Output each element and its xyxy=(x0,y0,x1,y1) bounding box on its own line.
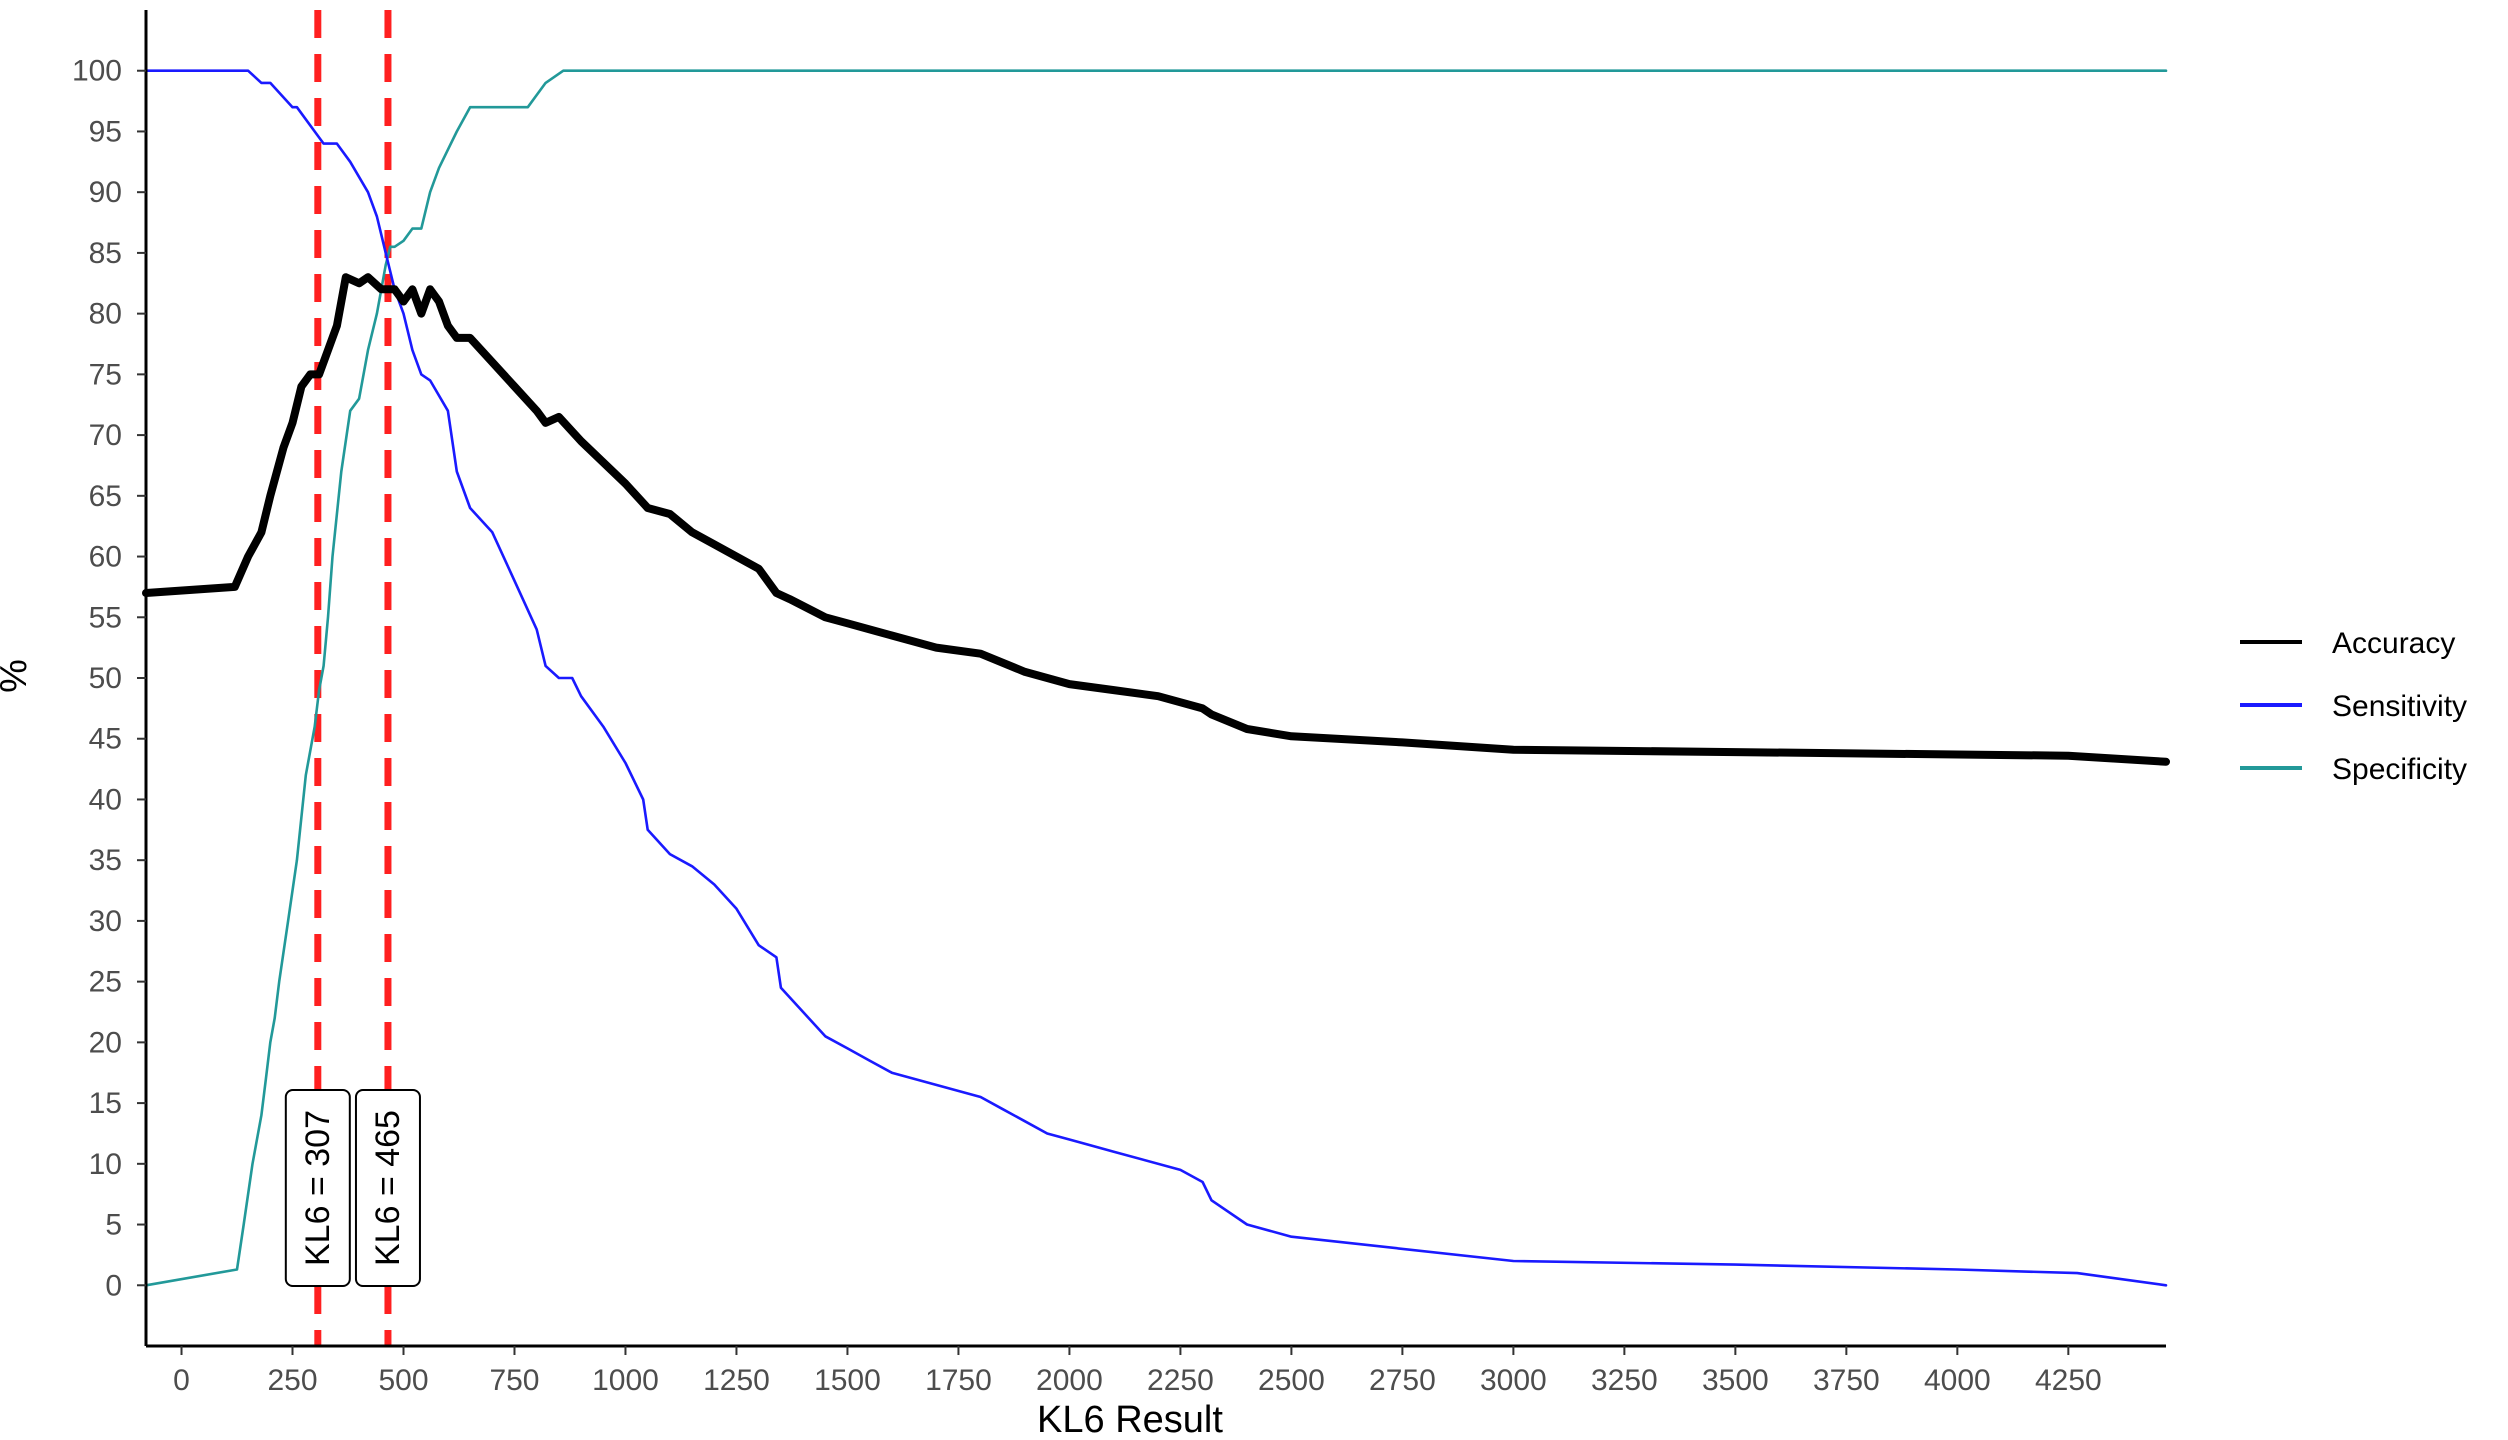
legend: Accuracy Sensitivity Specificity xyxy=(2240,627,2467,786)
y-tick-label: 5 xyxy=(105,1209,122,1242)
y-tick-label: 90 xyxy=(89,176,122,209)
x-axis-title: KL6 Result xyxy=(1037,1399,1223,1440)
legend-label-specificity: Specificity xyxy=(2332,753,2467,786)
x-tick-label: 3250 xyxy=(1591,1364,1658,1397)
y-tick-label: 0 xyxy=(105,1269,122,1302)
y-tick-label: 25 xyxy=(89,966,122,999)
y-tick-label: 65 xyxy=(89,480,122,513)
y-tick-label: 75 xyxy=(89,358,122,391)
y-tick-label: 70 xyxy=(89,419,122,452)
x-tick-label: 3000 xyxy=(1480,1364,1547,1397)
x-tick-label: 1000 xyxy=(592,1364,659,1397)
x-tick-label: 750 xyxy=(489,1364,539,1397)
y-tick-label: 10 xyxy=(89,1148,122,1181)
y-tick-label: 20 xyxy=(89,1026,122,1059)
y-tick-label: 30 xyxy=(89,905,122,938)
series-line-sensitivity xyxy=(144,69,2168,1287)
cutoff-annotations: KL6 = 307 KL6 = 465 xyxy=(284,1089,421,1287)
x-tick-label: 3750 xyxy=(1813,1364,1880,1397)
y-tick-label: 50 xyxy=(89,662,122,695)
cutoff-label-box xyxy=(284,1089,351,1287)
tick-labels: 0 5 10 15 20 25 30 35 40 45 50 55 60 65 70 75 80 85 90 95 10… xyxy=(72,55,2102,1397)
legend-label-accuracy: Accuracy xyxy=(2332,627,2455,660)
x-tick-label: 250 xyxy=(267,1364,317,1397)
x-tick-label: 2750 xyxy=(1369,1364,1436,1397)
y-tick-label: 15 xyxy=(89,1087,122,1120)
series-line-accuracy xyxy=(142,273,2170,766)
axes xyxy=(137,10,2166,1355)
y-tick-label: 95 xyxy=(89,115,122,148)
cutoff-label-1: KL6 = 307 xyxy=(284,1089,351,1287)
x-tick-label: 1500 xyxy=(814,1364,881,1397)
legend-label-sensitivity: Sensitivity xyxy=(2332,690,2467,723)
y-tick-label: 35 xyxy=(89,844,122,877)
x-tick-label: 1750 xyxy=(925,1364,992,1397)
series-line-specificity xyxy=(144,69,2168,1287)
x-tick-label: 2000 xyxy=(1036,1364,1103,1397)
y-tick-label: 45 xyxy=(89,723,122,756)
x-tick-label: 2500 xyxy=(1258,1364,1325,1397)
y-axis-title: % xyxy=(0,659,35,693)
y-tick-label: 80 xyxy=(89,298,122,331)
cutoff-label-2: KL6 = 465 xyxy=(354,1089,421,1287)
cutoff-label-box xyxy=(354,1089,421,1287)
x-tick-label: 2250 xyxy=(1147,1364,1214,1397)
x-tick-label: 1250 xyxy=(703,1364,770,1397)
y-tick-label: 85 xyxy=(89,237,122,270)
y-tick-label: 40 xyxy=(89,783,122,816)
y-tick-label: 60 xyxy=(89,541,122,574)
cutoff-label-text: KL6 = 465 xyxy=(369,1110,407,1266)
cutoff-label-text: KL6 = 307 xyxy=(299,1110,337,1266)
x-tick-label: 4000 xyxy=(1924,1364,1991,1397)
x-tick-label: 3500 xyxy=(1702,1364,1769,1397)
x-tick-label: 500 xyxy=(378,1364,428,1397)
x-tick-label: 4250 xyxy=(2035,1364,2102,1397)
series-lines xyxy=(142,69,2170,1287)
y-tick-label: 100 xyxy=(72,55,122,88)
y-tick-label: 55 xyxy=(89,601,122,634)
x-tick-label: 0 xyxy=(173,1364,190,1397)
